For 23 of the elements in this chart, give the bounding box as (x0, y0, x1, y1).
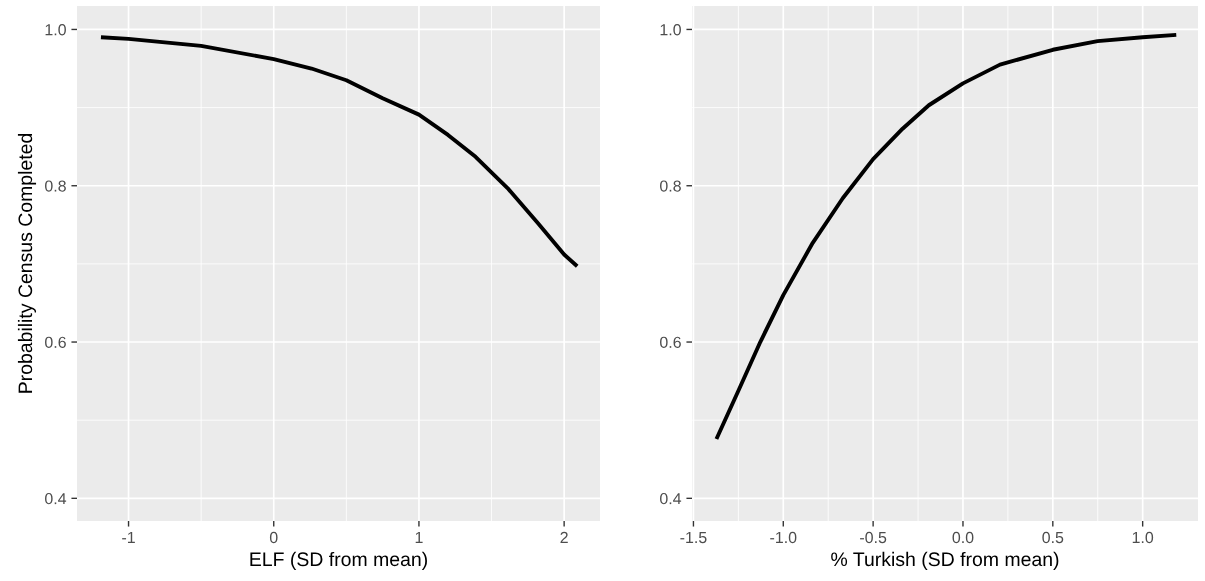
y-tick-label: 0.6 (660, 336, 681, 348)
y-tick-label: 0.8 (660, 180, 681, 192)
x-tick-label: -1 (122, 532, 135, 543)
line-series (714, 32, 1179, 441)
y-tick-label: 0.6 (45, 336, 66, 348)
x-axis-title: ELF (SD from mean) (250, 551, 427, 570)
x-tick-label: 0.5 (1042, 531, 1064, 544)
x-tick-label: -0.5 (860, 531, 887, 544)
x-tick-label: 1.0 (1132, 531, 1154, 544)
y-tick-label: 1.0 (660, 24, 681, 36)
x-axis-title: % Turkish (SD from mean) (831, 551, 1059, 570)
y-tick-label: 1.0 (45, 24, 66, 36)
x-tick-label: -1.5 (680, 532, 707, 544)
x-tick-label: -1.0 (770, 531, 797, 544)
y-tick-label: 0.8 (45, 180, 66, 192)
x-tick-label: 2 (560, 531, 568, 543)
x-tick-label: 1 (415, 532, 423, 543)
x-tick-label: 0 (269, 531, 278, 544)
line-series (99, 35, 580, 269)
y-axis-title: Probability Census Completed (17, 133, 37, 393)
y-tick-label: 0.4 (660, 492, 682, 505)
x-tick-label: 0.0 (952, 531, 974, 544)
y-tick-label: 0.4 (45, 492, 67, 505)
